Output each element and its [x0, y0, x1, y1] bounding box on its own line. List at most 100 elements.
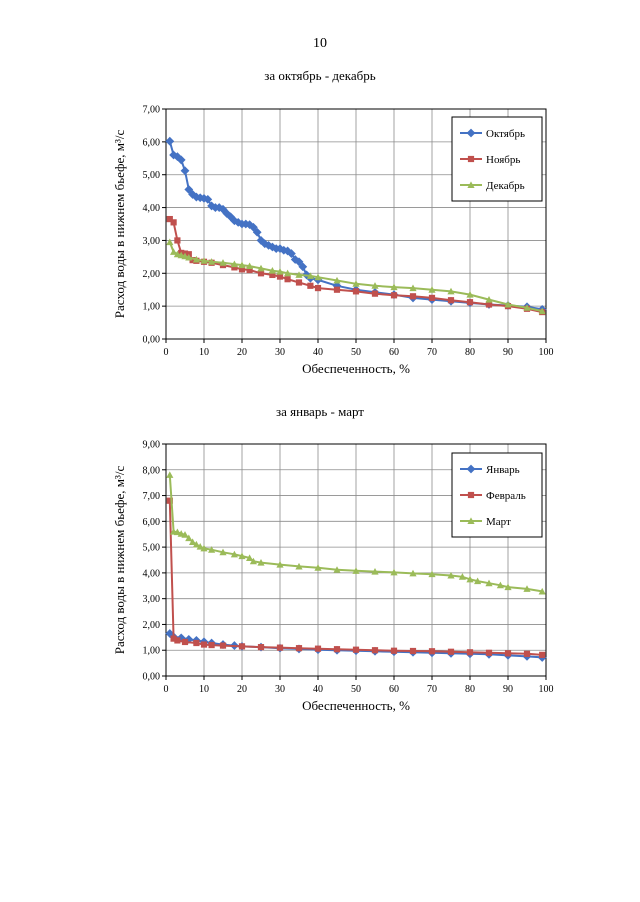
data-point [295, 645, 303, 652]
data-point [252, 227, 262, 237]
x-tick-label: 10 [199, 684, 209, 695]
data-point [314, 273, 322, 281]
data-point [257, 558, 265, 566]
data-point [295, 279, 303, 286]
x-tick-label: 100 [539, 347, 554, 358]
data-point [257, 270, 265, 277]
data-point [539, 651, 546, 658]
y-tick-label: 6,00 [143, 517, 161, 528]
data-point [192, 192, 201, 202]
data-point [268, 267, 276, 274]
y-tick-label: 3,00 [143, 236, 161, 247]
data-point [447, 571, 455, 579]
data-point [287, 249, 296, 258]
x-tick-label: 0 [164, 684, 169, 695]
data-point [192, 255, 200, 263]
data-point [447, 287, 455, 295]
data-point [371, 282, 379, 289]
data-point [189, 257, 196, 264]
data-point [238, 643, 246, 650]
x-axis-title: Обеспеченность, % [302, 698, 410, 713]
y-axis-title: Расход воды в нижнем бьефе, м³/с [112, 130, 127, 319]
data-point [390, 292, 398, 299]
data-point [246, 554, 254, 561]
x-tick-label: 10 [199, 347, 209, 358]
data-point [485, 579, 493, 587]
data-point [409, 293, 417, 300]
data-point [295, 271, 303, 278]
chart-oct-dec: 0,00 1,00 2,00 3,00 4,00 5,00 6,00 7,00 0 10 20 30 4… [112, 105, 554, 377]
data-point [208, 258, 216, 265]
data-point [238, 552, 246, 560]
data-point [390, 647, 398, 654]
data-point [333, 646, 341, 653]
data-point [230, 216, 239, 226]
data-point [257, 644, 265, 651]
series-3 [166, 471, 546, 595]
data-point [165, 136, 175, 146]
legend-label: Декабрь [486, 180, 525, 192]
data-point [428, 294, 436, 302]
data-point [332, 281, 342, 291]
data-point [269, 271, 276, 279]
data-point [193, 639, 200, 647]
data-point [496, 581, 504, 589]
data-point [185, 253, 193, 261]
data-point [485, 301, 493, 308]
data-point [246, 266, 253, 274]
data-point [166, 215, 173, 223]
data-point [231, 264, 238, 271]
data-point [295, 562, 303, 570]
data-point [196, 542, 204, 550]
y-tick-label: 5,00 [143, 170, 161, 181]
legend-label: Февраль [486, 490, 526, 502]
x-axis-title: Обеспеченность, % [302, 361, 410, 376]
data-point [538, 307, 546, 315]
data-point [181, 531, 189, 538]
legend-label: Март [486, 516, 511, 528]
data-point [174, 637, 181, 644]
page-number: 10 [313, 36, 327, 51]
data-point [485, 295, 493, 303]
data-point [174, 237, 181, 244]
data-point [314, 645, 322, 652]
gridlines [165, 108, 547, 340]
data-point [523, 304, 531, 311]
data-point [466, 649, 474, 656]
data-point [474, 577, 482, 585]
data-point [485, 649, 493, 656]
data-point [166, 238, 174, 246]
x-tick-label: 30 [275, 347, 285, 358]
data-point [333, 566, 341, 573]
data-point [447, 297, 455, 304]
legend-item: Февраль [460, 490, 526, 502]
data-point [352, 646, 360, 653]
y-tick-label: 2,00 [143, 269, 161, 280]
x-tick-label: 80 [465, 684, 475, 695]
y-tick-label: 4,00 [143, 203, 161, 214]
data-point [371, 290, 379, 297]
chart-caption-oct-dec: за октябрь - декабрь [264, 68, 376, 83]
data-point [284, 276, 291, 283]
data-point [523, 585, 531, 592]
data-point [409, 647, 417, 655]
data-point [256, 236, 266, 245]
data-point [306, 272, 314, 279]
data-point [173, 528, 181, 536]
data-point [208, 546, 216, 553]
legend-item: Декабрь [460, 180, 525, 192]
data-point [371, 647, 379, 654]
gridlines [165, 443, 547, 677]
series-3 [166, 238, 546, 315]
data-point [219, 548, 227, 556]
legend-item: Октябрь [460, 128, 525, 140]
y-tick-label: 0,00 [143, 672, 161, 683]
data-point [249, 557, 257, 565]
legend-label: Январь [486, 464, 520, 476]
y-tick-label: 7,00 [143, 491, 161, 502]
data-point [428, 648, 436, 655]
legend: Октябрь Ноябрь Декабрь [451, 116, 543, 202]
data-point [298, 262, 308, 272]
data-point [219, 259, 227, 266]
data-point [523, 650, 531, 657]
